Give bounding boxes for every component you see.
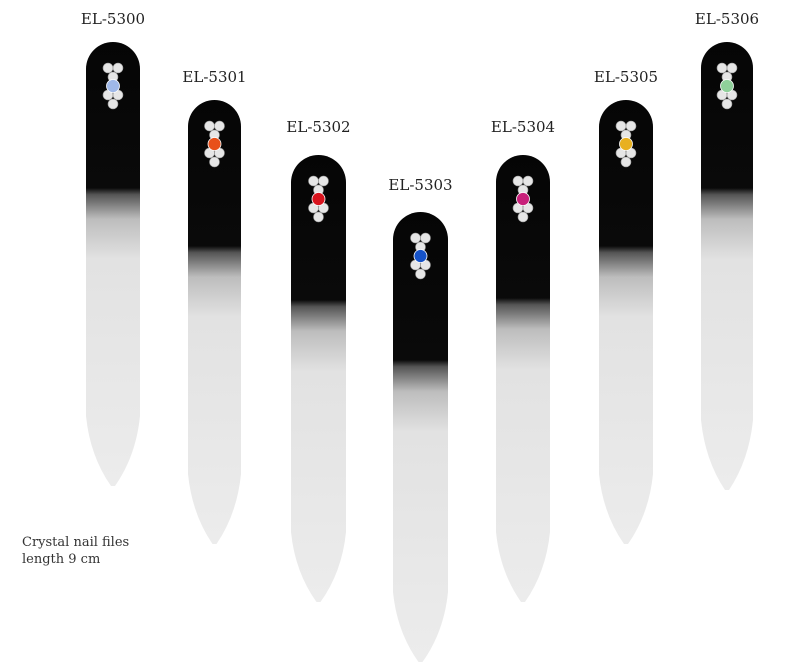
caption-line-1: Crystal nail files xyxy=(22,535,130,550)
nail-file-el-5303 xyxy=(393,211,448,662)
rhinestone-colored xyxy=(516,192,530,206)
rhinestone-clear xyxy=(112,62,124,74)
rhinestone-clear xyxy=(522,175,534,187)
nail-file-el-5305 xyxy=(599,100,653,544)
rhinestone-clear xyxy=(318,175,329,187)
file-body xyxy=(86,42,140,486)
product-code-label: EL-5301 xyxy=(182,68,247,86)
product-code-label: EL-5305 xyxy=(593,68,659,86)
nail-file-el-5304 xyxy=(496,155,550,602)
rhinestone-clear xyxy=(512,175,524,187)
product-code-label: EL-5304 xyxy=(490,118,556,136)
file-body xyxy=(496,155,550,602)
file-body xyxy=(701,42,753,490)
rhinestone-clear xyxy=(726,62,738,74)
rhinestone-clear xyxy=(410,232,421,244)
product-code-label: EL-5302 xyxy=(286,118,351,136)
rhinestone-clear xyxy=(517,211,529,223)
rhinestone-clear xyxy=(620,156,632,168)
caption: Crystal nail files length 9 cm xyxy=(22,534,129,568)
rhinestone-clear xyxy=(716,62,728,74)
file-body xyxy=(188,100,241,544)
rhinestone-colored xyxy=(311,192,326,206)
product-code-label: EL-5303 xyxy=(388,176,453,194)
file-body xyxy=(393,211,448,662)
nail-file-el-5302 xyxy=(291,155,346,602)
rhinestone-clear xyxy=(102,62,114,74)
rhinestone-clear xyxy=(615,120,627,132)
rhinestone-clear xyxy=(313,211,324,223)
rhinestone-colored xyxy=(106,79,120,93)
rhinestone-colored xyxy=(413,249,428,263)
rhinestone-colored xyxy=(720,79,734,93)
nail-file-el-5301 xyxy=(188,100,241,544)
rhinestone-clear xyxy=(308,175,319,187)
rhinestone-clear xyxy=(209,156,220,168)
rhinestone-clear xyxy=(420,232,431,244)
product-code-label: EL-5300 xyxy=(80,10,146,28)
rhinestone-clear xyxy=(625,120,637,132)
caption-line-2: length 9 cm xyxy=(22,552,101,567)
rhinestone-colored xyxy=(207,137,222,151)
nail-file-el-5300 xyxy=(86,42,140,486)
file-body xyxy=(291,155,346,602)
rhinestone-colored xyxy=(619,137,633,151)
file-body xyxy=(599,100,653,544)
rhinestone-clear xyxy=(721,98,733,110)
rhinestone-clear xyxy=(204,120,215,132)
rhinestone-clear xyxy=(214,120,225,132)
rhinestone-clear xyxy=(415,268,426,280)
nail-file-el-5306 xyxy=(701,42,753,490)
product-code-label: EL-5306 xyxy=(694,10,760,28)
rhinestone-clear xyxy=(107,98,119,110)
